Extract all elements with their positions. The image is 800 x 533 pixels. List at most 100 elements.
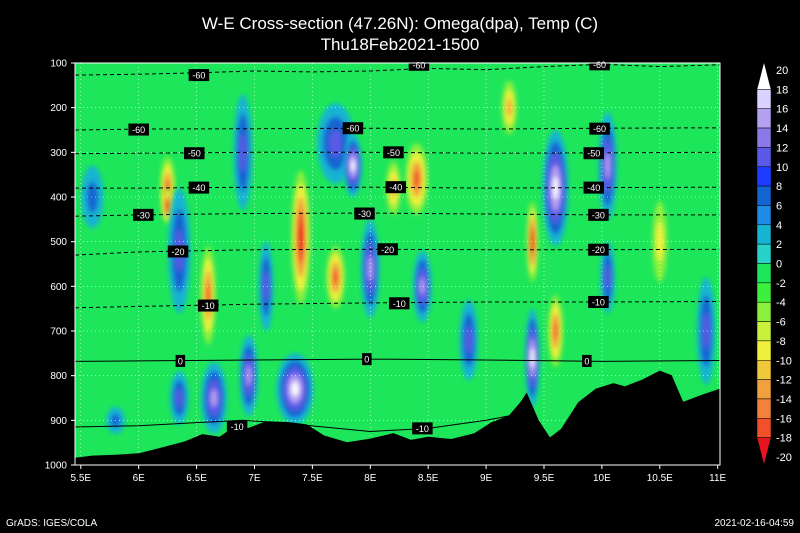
contour-label: -10 (412, 422, 433, 435)
contour-label-text: -50 (188, 149, 201, 159)
contour-label: 0 (175, 354, 186, 367)
contour-label: -10 (588, 295, 609, 308)
omega-cell (600, 241, 616, 314)
omega-cell (326, 246, 345, 309)
omega-cell (405, 143, 428, 215)
contour-label: -60 (128, 123, 149, 136)
omega-cell (169, 371, 189, 425)
omega-cell (276, 353, 314, 425)
contour-label-text: 0 (178, 356, 183, 366)
colorbar-segment (756, 205, 772, 226)
contour-labels: -60 -60 -60 -60 -60 -60 -50 -50 -50 -40 -40 -40 -30 -… (128, 58, 610, 435)
y-tick-label: 700 (50, 327, 67, 338)
colorbar-segment (756, 360, 772, 380)
plot-frame (74, 62, 721, 466)
colorbar-label: 10 (776, 162, 788, 174)
colorbar-segment (756, 263, 772, 284)
contour-label-text: -20 (172, 247, 185, 257)
colorbar-label: -6 (776, 317, 786, 329)
axes: 5.5E 6E 6.5E 7E 7.5E 8E 8.5E 9E 9.5E 10E 10.5E 11E 1… (45, 59, 727, 485)
terrain (75, 370, 720, 465)
temp-contour (75, 63, 720, 76)
contour-label: -10 (388, 297, 410, 310)
contour-label: -60 (589, 58, 610, 71)
contour-label-text: 0 (584, 356, 589, 366)
omega-cell (291, 170, 311, 305)
chart-subtitle: Thu18Feb2021-1500 (320, 35, 480, 54)
colorbar-segment (756, 437, 772, 466)
contour-label: -60 (589, 122, 610, 135)
contour-label: -30 (354, 207, 375, 220)
colorbar-label: -14 (776, 394, 792, 406)
colorbar-segment (756, 243, 772, 264)
omega-cell (361, 219, 380, 318)
omega-cell (343, 134, 363, 197)
contour-label: -20 (377, 243, 398, 256)
terrain-profile (75, 370, 720, 465)
x-tick-label: 8E (364, 473, 377, 484)
y-tick-label: 600 (50, 282, 67, 293)
contour-label: -50 (383, 146, 404, 159)
contour-label: -50 (583, 147, 605, 160)
colorbar-label: 20 (776, 65, 788, 77)
colorbar-label: -18 (776, 433, 792, 445)
footer-credit: GrADS: IGES/COLA (6, 518, 98, 529)
contour-label-text: -40 (587, 183, 600, 193)
colorbar-segment (756, 282, 772, 303)
colorbar-segment (756, 398, 772, 419)
contour-label-text: -60 (593, 60, 606, 70)
contour-label: -60 (188, 69, 210, 82)
colorbar-segment (756, 379, 772, 400)
omega-cell (413, 250, 432, 323)
x-tick-label: 10E (593, 473, 611, 484)
contour-label: -10 (197, 299, 219, 312)
colorbar-label: 6 (776, 200, 782, 212)
chart-title: W-E Cross-section (47.26N): Omega(dpa), … (201, 14, 599, 33)
contour-label-text: -10 (416, 424, 429, 434)
x-tick-label: 7.5E (302, 473, 323, 484)
colorbar-label: -20 (776, 452, 792, 464)
contour-label-text: -30 (358, 209, 371, 219)
contour-label-text: -40 (192, 183, 205, 193)
colorbar-segment (756, 108, 772, 129)
contour-label-text: -50 (387, 148, 400, 158)
omega-cell (524, 308, 540, 407)
omega-cell (258, 241, 274, 331)
contour-label: -60 (342, 122, 364, 135)
y-tick-label: 1000 (45, 461, 68, 472)
colorbar-label: 14 (776, 123, 788, 135)
colorbar-segment (756, 61, 772, 90)
x-tick-label: 10.5E (647, 473, 673, 484)
colorbar-label: -2 (776, 278, 786, 290)
omega-cell (200, 362, 227, 434)
contour-label: -50 (184, 147, 205, 160)
y-tick-label: 300 (50, 148, 67, 159)
contour-label-text: -10 (231, 422, 244, 432)
colorbar-segment (756, 224, 772, 245)
footer-timestamp: 2021-02-16-04:59 (714, 518, 794, 529)
colorbar-segment (756, 147, 772, 167)
colorbar-segment (756, 166, 772, 187)
contour-label: -30 (588, 208, 609, 221)
omega-cell (81, 165, 104, 229)
omega-cell (239, 335, 258, 416)
y-tick-label: 200 (50, 103, 67, 114)
y-tick-label: 900 (50, 416, 67, 427)
colorbar-label: -12 (776, 375, 792, 387)
x-tick-label: 6E (133, 473, 146, 484)
contour-label: -40 (385, 181, 407, 194)
colorbar-label: 12 (776, 142, 788, 154)
colorbar-segment (756, 418, 772, 438)
contour-label-text: -50 (587, 149, 600, 159)
colorbar-label: 16 (776, 104, 788, 116)
contour-label: -40 (188, 181, 210, 194)
contour-label-text: -10 (592, 297, 605, 307)
omega-cell (542, 130, 569, 247)
contour-label: 0 (362, 353, 372, 366)
contour-label-text: 0 (364, 355, 369, 365)
y-tick-label: 800 (50, 371, 67, 382)
x-tick-label: 11E (709, 473, 726, 484)
colorbar-segment (756, 321, 772, 342)
omega-cell (162, 188, 174, 224)
x-tick-label: 6.5E (186, 473, 207, 484)
